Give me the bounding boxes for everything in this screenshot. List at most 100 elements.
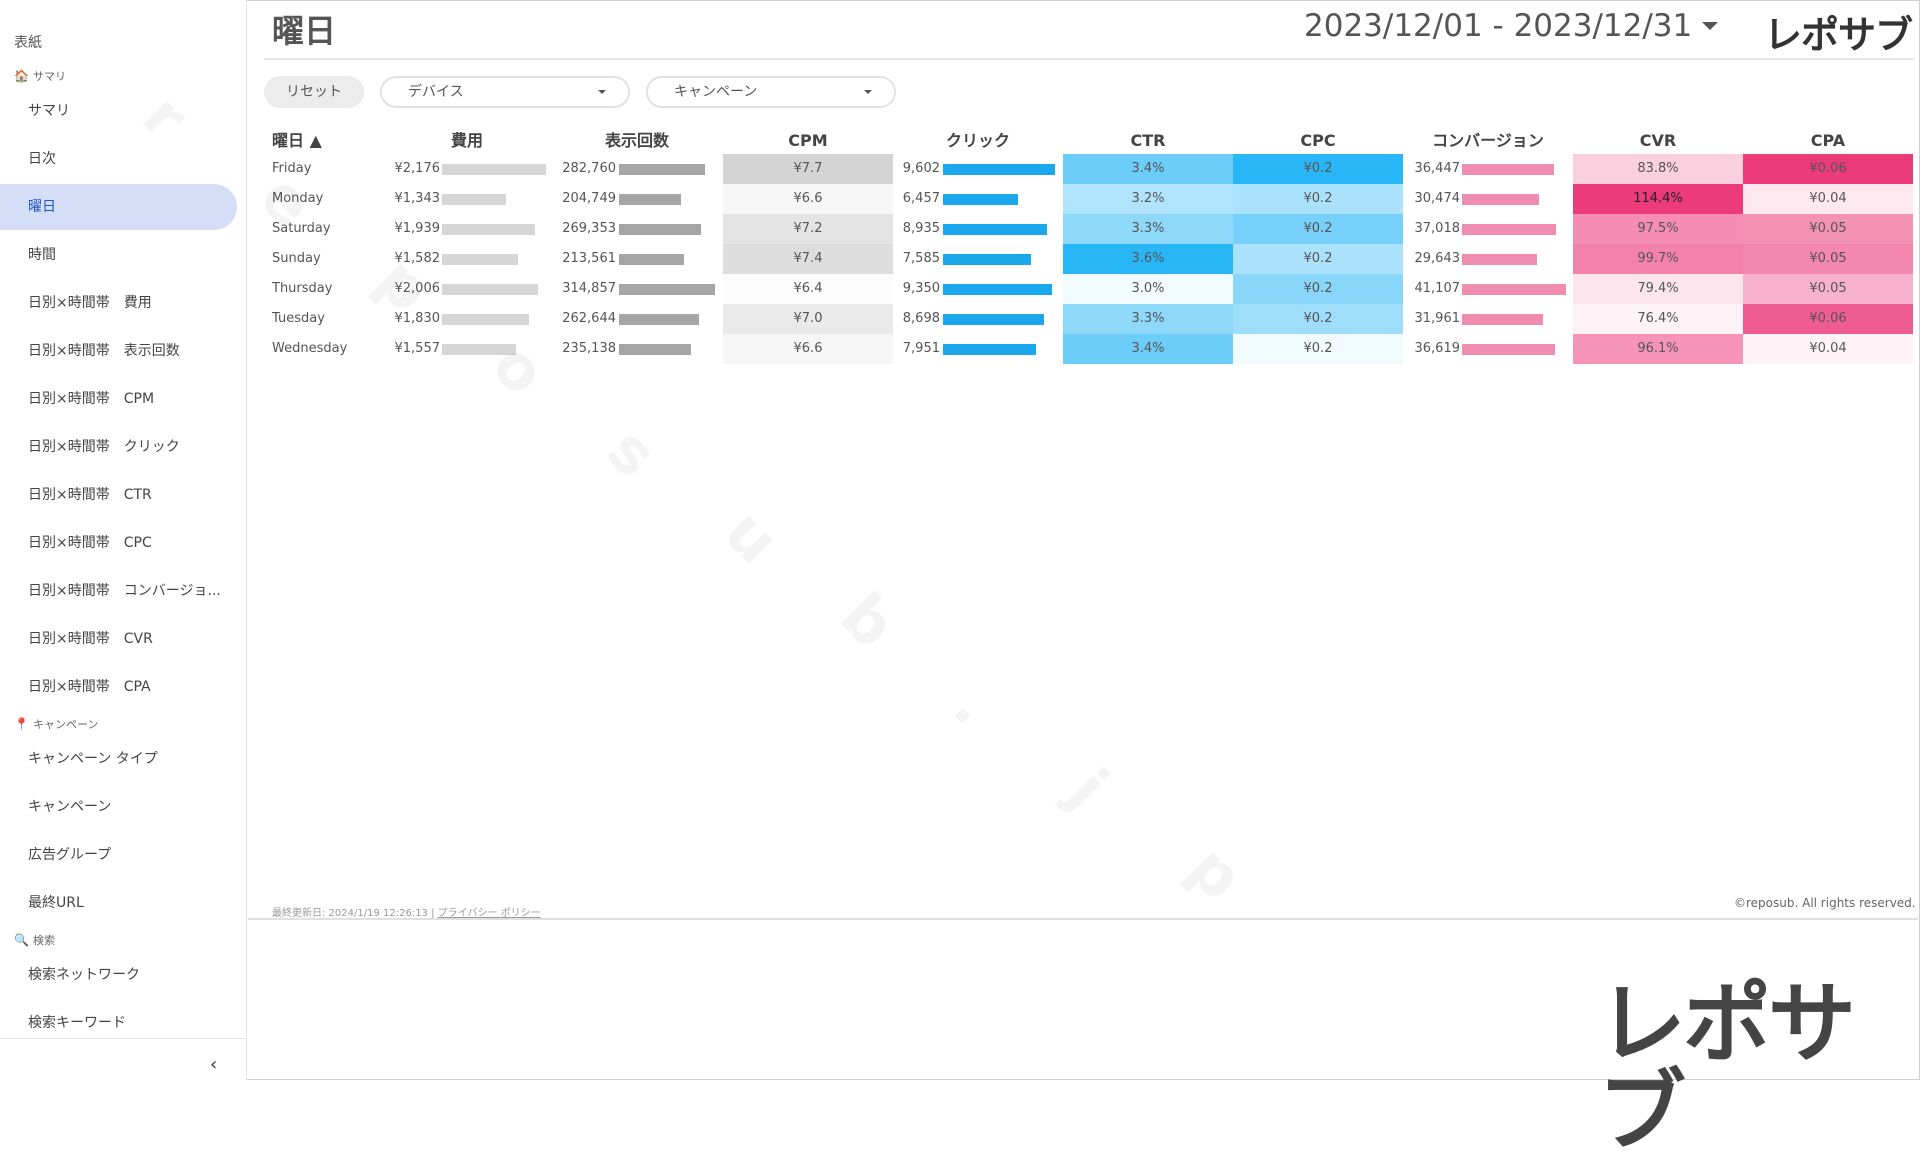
- sidebar-item[interactable]: 日別×時間帯 CTR: [28, 487, 152, 503]
- device-filter-label: デバイス: [408, 84, 464, 100]
- conversions-bar: [1462, 194, 1540, 205]
- sidebar-item[interactable]: 広告グループ: [28, 847, 112, 863]
- cvr-cell: 99.7%: [1573, 244, 1743, 274]
- cpc-cell: ¥0.2: [1233, 184, 1403, 214]
- sidebar-item[interactable]: 日別×時間帯 CPA: [28, 679, 151, 695]
- cpc-cell: ¥0.2: [1233, 244, 1403, 274]
- cost-bar: [442, 344, 517, 355]
- column-header-clicks[interactable]: クリック: [945, 131, 1010, 150]
- impressions-value: 235,138: [562, 341, 616, 356]
- sidebar-item[interactable]: 日別×時間帯 CVR: [28, 631, 153, 647]
- ctr-cell: 3.3%: [1063, 214, 1233, 244]
- sidebar-item[interactable]: サマリ: [28, 103, 70, 119]
- conversions-value: 29,643: [1414, 251, 1461, 266]
- column-header-day[interactable]: 曜日 ▲: [272, 131, 322, 150]
- clicks-bar: [943, 284, 1053, 295]
- sidebar-item[interactable]: 日別×時間帯 CPM: [28, 391, 155, 407]
- clicks-bar: [943, 314, 1045, 325]
- column-header-ctr[interactable]: CTR: [1130, 131, 1166, 150]
- caret-down-icon[interactable]: [1702, 22, 1718, 30]
- conversions-value: 30,474: [1414, 191, 1461, 206]
- clicks-bar: [943, 224, 1048, 235]
- logo: レポサブ: [1764, 13, 1913, 57]
- impressions-bar: [619, 224, 702, 235]
- sidebar-item[interactable]: 日別×時間帯 コンバージョ...: [28, 583, 221, 599]
- logo-large: レポサブ: [1598, 972, 1856, 1163]
- clicks-value: 6,457: [902, 191, 940, 206]
- sidebar-divider: [0, 1038, 246, 1039]
- column-header-cpm[interactable]: CPM: [788, 131, 828, 150]
- column-header-cpc[interactable]: CPC: [1300, 131, 1336, 150]
- cost-value: ¥1,343: [394, 191, 441, 206]
- cost-value: ¥1,830: [394, 311, 441, 326]
- sidebar-item[interactable]: 日別×時間帯 表示回数: [28, 343, 180, 359]
- impressions-value: 262,644: [562, 311, 616, 326]
- sidebar-section-label: 検索: [32, 934, 55, 947]
- chevron-left-icon[interactable]: ‹: [210, 1054, 218, 1075]
- ctr-cell: 3.6%: [1063, 244, 1233, 274]
- column-header-cvr[interactable]: CVR: [1639, 131, 1677, 150]
- clicks-bar: [943, 344, 1036, 355]
- conversions-bar: [1462, 314, 1543, 325]
- column-header-impressions[interactable]: 表示回数: [604, 131, 669, 150]
- cost-value: ¥1,582: [394, 251, 441, 266]
- page-title: 曜日: [272, 12, 337, 50]
- cpc-cell: ¥0.2: [1233, 304, 1403, 334]
- cost-bar: [442, 254, 518, 265]
- impressions-value: 282,760: [562, 161, 616, 176]
- sidebar-section-summary: 🏠 サマリ: [14, 68, 66, 84]
- sidebar-item[interactable]: 最終URL: [28, 895, 84, 911]
- sidebar-section-label: サマリ: [32, 70, 66, 83]
- cpc-cell: ¥0.2: [1233, 214, 1403, 244]
- sidebar-item[interactable]: 曜日: [0, 184, 237, 230]
- sidebar-section-label: キャンペーン: [32, 718, 99, 731]
- cpa-cell: ¥0.05: [1743, 214, 1913, 244]
- column-header-conversions[interactable]: コンバージョン: [1432, 131, 1544, 150]
- sidebar-cover-link[interactable]: 表紙: [14, 35, 42, 51]
- sidebar-item[interactable]: キャンペーン: [28, 799, 112, 815]
- cpm-cell: ¥6.6: [723, 184, 893, 214]
- impressions-value: 269,353: [562, 221, 616, 236]
- reset-button[interactable]: リセット: [264, 76, 364, 108]
- sidebar-item[interactable]: キャンペーン タイプ: [28, 751, 158, 767]
- cvr-cell: 97.5%: [1573, 214, 1743, 244]
- cpm-cell: ¥7.0: [723, 304, 893, 334]
- row-day: Wednesday: [272, 341, 348, 356]
- cpm-cell: ¥6.6: [723, 334, 893, 364]
- conversions-value: 37,018: [1414, 221, 1461, 236]
- cost-value: ¥1,939: [394, 221, 441, 236]
- cpa-cell: ¥0.05: [1743, 274, 1913, 304]
- privacy-policy-link[interactable]: プライバシー ポリシー: [437, 908, 541, 919]
- sidebar-item[interactable]: 日次: [28, 151, 56, 167]
- sidebar-item[interactable]: 日別×時間帯 クリック: [28, 439, 180, 455]
- sidebar-item[interactable]: 検索キーワード: [28, 1015, 126, 1031]
- cpc-cell: ¥0.2: [1233, 334, 1403, 364]
- sidebar-section-search: 🔍 検索: [14, 932, 55, 948]
- impressions-value: 314,857: [562, 281, 616, 296]
- sidebar-item[interactable]: 時間: [28, 247, 56, 263]
- column-header-cost[interactable]: 費用: [450, 131, 483, 150]
- ctr-cell: 3.4%: [1063, 154, 1233, 184]
- impressions-bar: [619, 164, 706, 175]
- row-day: Thursday: [272, 281, 333, 296]
- sidebar-item[interactable]: 日別×時間帯 CPC: [28, 535, 152, 551]
- cost-bar: [442, 194, 507, 205]
- cpa-cell: ¥0.04: [1743, 184, 1913, 214]
- ctr-cell: 3.3%: [1063, 304, 1233, 334]
- copyright: ©reposub. All rights reserved.: [1734, 896, 1916, 910]
- cpm-cell: ¥7.4: [723, 244, 893, 274]
- column-header-cpa[interactable]: CPA: [1810, 131, 1846, 150]
- row-day: Tuesday: [272, 311, 325, 326]
- cvr-cell: 114.4%: [1573, 184, 1743, 214]
- row-day: Saturday: [272, 221, 331, 236]
- date-range-picker[interactable]: 2023/12/01 - 2023/12/31: [1304, 8, 1693, 44]
- device-filter[interactable]: デバイス: [380, 76, 630, 108]
- sidebar-item[interactable]: 検索ネットワーク: [28, 967, 140, 983]
- conversions-value: 41,107: [1414, 281, 1461, 296]
- sidebar-item[interactable]: 日別×時間帯 費用: [28, 295, 152, 311]
- cpm-cell: ¥7.7: [723, 154, 893, 184]
- clicks-value: 9,350: [902, 281, 940, 296]
- clicks-value: 7,585: [902, 251, 940, 266]
- clicks-bar: [943, 254, 1032, 265]
- campaign-filter[interactable]: キャンペーン: [646, 76, 896, 108]
